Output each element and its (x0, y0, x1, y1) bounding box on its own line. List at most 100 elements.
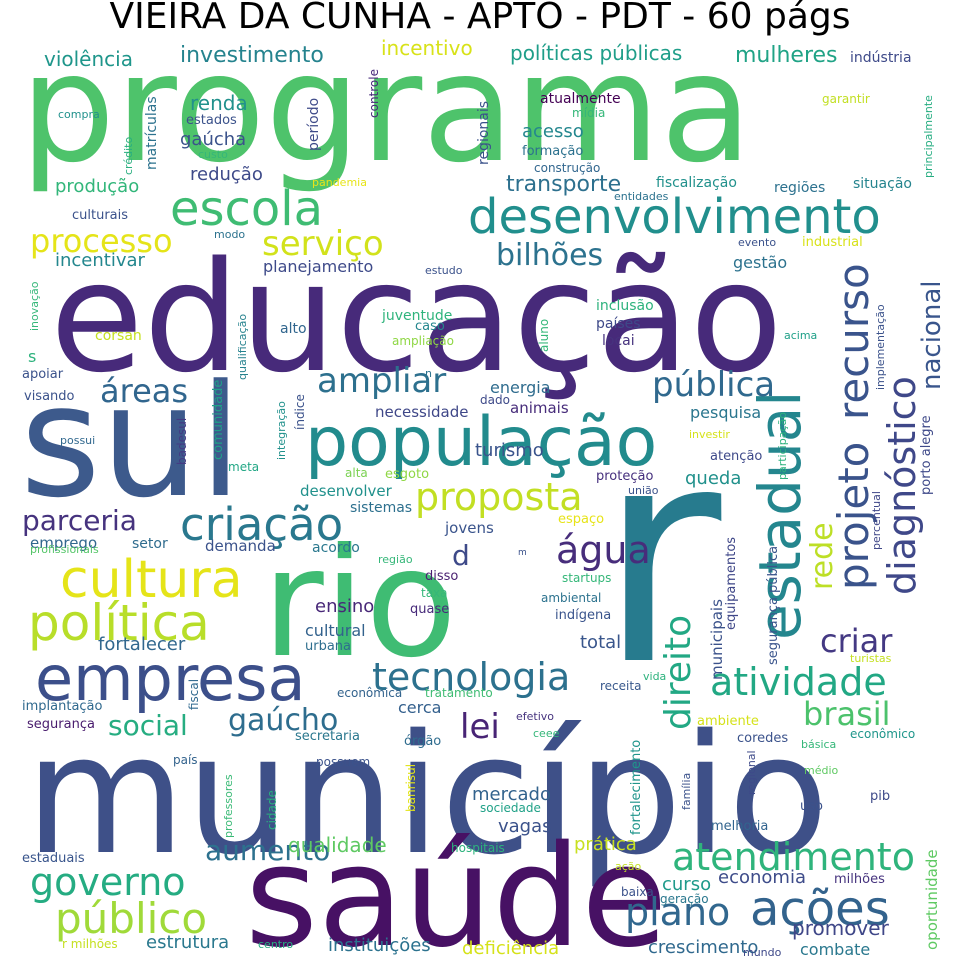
cloud-word: violência (44, 47, 133, 71)
cloud-word: sistemas (350, 500, 412, 516)
cloud-word: atendimento (672, 835, 915, 879)
cloud-word: crescimento (648, 937, 758, 958)
cloud-word: emprego (30, 534, 97, 552)
cloud-word: taxa (421, 586, 448, 600)
cloud-word: banrisul (404, 764, 418, 812)
cloud-word: criação (180, 498, 343, 551)
cloud-word: empresa (35, 642, 305, 715)
cloud-word: alta (345, 466, 368, 480)
cloud-word: industrial (802, 235, 863, 250)
cloud-word: centro (258, 938, 293, 951)
cloud-word: ações (750, 881, 890, 937)
cloud-word: cultura (60, 550, 243, 610)
cloud-word: período (306, 98, 322, 151)
cloud-word: planejamento (263, 257, 373, 276)
cloud-word: país (173, 753, 198, 767)
cloud-word: sul (20, 351, 242, 532)
cloud-word: r (598, 382, 725, 731)
cloud-word: equipamentos (724, 537, 739, 630)
cloud-word: regionais (476, 101, 492, 165)
cloud-word: porto alegre (919, 415, 934, 495)
cloud-word: efetivo (516, 710, 554, 723)
cloud-word: processo (30, 222, 173, 260)
cloud-word: comunidade (211, 380, 226, 460)
cloud-word: políticas públicas (510, 41, 682, 65)
cloud-word: geração (660, 892, 709, 906)
cloud-word: pesquisa (690, 403, 761, 422)
cloud-word: plano (625, 890, 730, 934)
cloud-word: atualmente (540, 91, 621, 107)
cloud-word: atenção (710, 449, 762, 464)
cloud-word: municipais (708, 599, 726, 680)
cloud-word: ambiente (697, 714, 759, 729)
cloud-word: construção (534, 161, 600, 175)
cloud-word: saúde (245, 816, 667, 960)
cloud-word: tecnologia (372, 655, 570, 699)
cloud-word: s (28, 347, 36, 366)
cloud-word: proteção (596, 469, 653, 484)
cloud-word: possui (60, 434, 95, 447)
cloud-word: d (452, 539, 470, 572)
cloud-word: locai (602, 333, 635, 349)
cloud-word: gaúcho (228, 703, 338, 738)
cloud-word: aluno (537, 319, 551, 352)
cloud-word: implantação (22, 699, 103, 714)
cloud-word: aumento (205, 834, 330, 867)
cloud-word: acima (784, 329, 817, 342)
cloud-word: prática (574, 834, 637, 855)
cloud-word: nacional (917, 281, 947, 390)
cloud-word: evento (738, 236, 776, 249)
cloud-word: básica (801, 738, 836, 751)
cloud-word: entidades (614, 190, 669, 203)
cloud-word: acesso (522, 121, 584, 142)
cloud-word: cidade (265, 790, 279, 830)
cloud-word: redução (190, 164, 263, 185)
cloud-word: promover (792, 916, 890, 940)
cloud-word: principalmente (922, 95, 935, 178)
cloud-word: corsan (95, 328, 142, 344)
cloud-word: países (596, 316, 641, 332)
cloud-word: ensino (315, 596, 374, 617)
cloud-word: startups (562, 571, 611, 585)
cloud-word: setor (132, 536, 168, 552)
cloud-word: deficiência (462, 938, 559, 959)
cloud-word: vida (643, 670, 666, 683)
cloud-word: animais (510, 399, 569, 417)
cloud-word: melhoria (711, 819, 768, 834)
cloud-word: mundo (743, 946, 782, 959)
cloud-word: m (518, 548, 527, 558)
cloud-word: total (580, 632, 621, 653)
cloud-word: controle (367, 69, 381, 118)
cloud-word: hospitais (451, 841, 505, 855)
cloud-word: matrículas (144, 96, 160, 170)
cloud-word: receita (600, 679, 641, 693)
cloud-word: ceee (533, 727, 560, 740)
cloud-word: gaúcha (180, 129, 246, 150)
cloud-word: combate (800, 940, 870, 959)
cloud-word: r milhões (62, 937, 118, 951)
cloud-word: diagnóstico (880, 376, 924, 595)
cloud-word: baixa (621, 885, 654, 899)
cloud-word: médio (804, 764, 839, 777)
cloud-word: renda (190, 91, 248, 115)
cloud-word: direito (658, 615, 699, 730)
cloud-word: energia (490, 378, 551, 397)
cloud-word: bilhões (496, 238, 603, 273)
cloud-word: vagas (498, 816, 552, 837)
cloud-word: estadual (746, 391, 814, 640)
cloud-word: fortalecimento (629, 740, 644, 835)
cloud-word: turistas (850, 652, 892, 665)
cloud-word: culturais (72, 208, 128, 223)
cloud-word: regiões (774, 180, 825, 196)
cloud-word: segurança (27, 717, 95, 732)
cloud-word: uso (800, 799, 823, 814)
cloud-word: atividade (710, 660, 887, 704)
cloud-word: desenvolvimento (468, 189, 881, 245)
cloud-word: profissionais (30, 543, 99, 556)
cloud-word: união (628, 484, 659, 497)
cloud-word: população (305, 403, 657, 482)
cloud-word: meta (228, 460, 259, 474)
cloud-word: inclusão (596, 298, 654, 314)
cloud-word: visando (24, 389, 75, 404)
